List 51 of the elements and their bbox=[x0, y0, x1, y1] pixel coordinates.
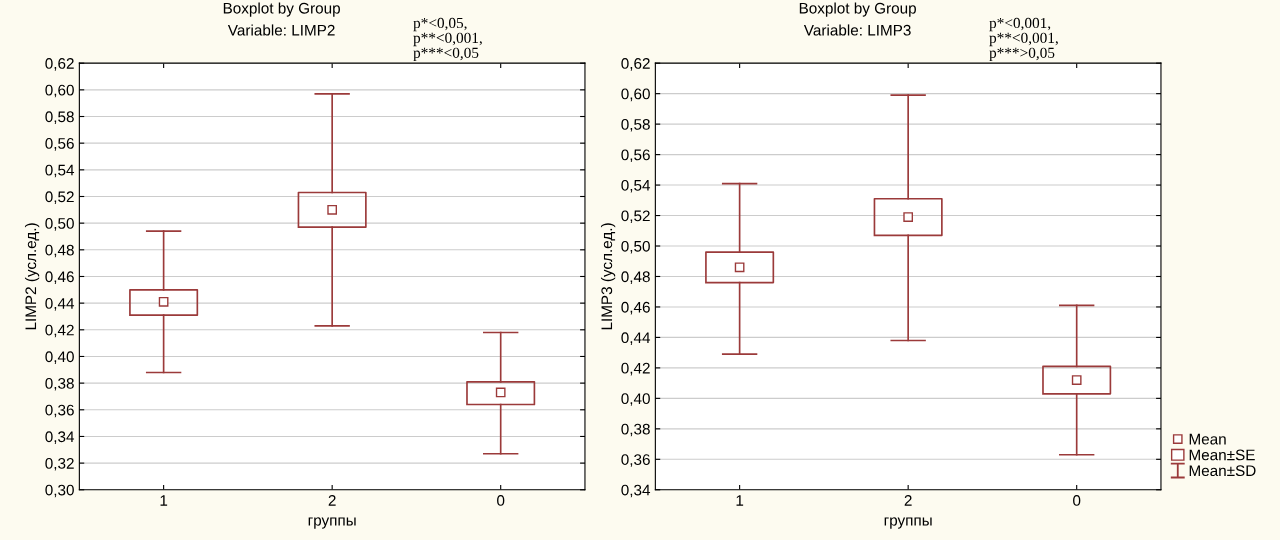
y-tick-label: 0,40 bbox=[621, 393, 650, 406]
y-tick-label: 0,46 bbox=[621, 301, 650, 315]
y-tick-label: 0,52 bbox=[45, 191, 74, 204]
x-tick-label: 0 bbox=[1073, 495, 1081, 506]
y-tick-label: 0,48 bbox=[621, 271, 650, 284]
text: p*<0,05, p**<0,001, p***<0,05 bbox=[413, 17, 482, 62]
y-tick-label: 0,50 bbox=[621, 240, 650, 254]
x-tick-label: 2 bbox=[328, 495, 336, 506]
y-tick-label: 0,34 bbox=[621, 484, 651, 498]
y-tick-label: 0,62 bbox=[621, 58, 650, 71]
y-tick-label: 0,44 bbox=[621, 332, 651, 345]
text: Mean±SE bbox=[1189, 449, 1255, 461]
y-tick-label: 0,36 bbox=[621, 454, 650, 467]
y-tick-label: 0,34 bbox=[45, 431, 75, 444]
chart-title: Boxplot by Group bbox=[799, 2, 916, 17]
chart-subtitle: Variable: LIMP3 bbox=[803, 24, 911, 36]
text: p*<0,001, p**<0,001, p***>0,05 bbox=[989, 17, 1058, 62]
y-tick-label: 0,42 bbox=[621, 362, 650, 376]
y-tick-label: 0,40 bbox=[45, 351, 74, 364]
y-tick-label: 0,32 bbox=[45, 457, 74, 471]
y-tick-label: 0,46 bbox=[45, 271, 74, 284]
y-tick-label: 0,38 bbox=[45, 378, 74, 391]
y-tick-label: 0,30 bbox=[45, 484, 74, 498]
x-tick-label: 2 bbox=[904, 495, 912, 506]
y-axis-title: LIMP3 (усл.ед.) bbox=[600, 223, 616, 330]
text: Mean±SD bbox=[1189, 465, 1256, 477]
y-tick-label: 0,36 bbox=[45, 404, 74, 418]
text: Mean bbox=[1189, 433, 1226, 445]
x-axis-title: группы bbox=[308, 517, 356, 529]
y-tick-label: 0,62 bbox=[45, 58, 74, 71]
x-tick-label: 1 bbox=[160, 495, 168, 506]
x-tick-label: 1 bbox=[736, 495, 744, 506]
y-tick-label: 0,60 bbox=[45, 84, 74, 98]
y-tick-label: 0,42 bbox=[45, 324, 74, 338]
chart-subtitle: Variable: LIMP2 bbox=[227, 24, 335, 36]
chart-title: Boxplot by Group bbox=[223, 2, 340, 17]
y-tick-label: 0,56 bbox=[45, 138, 74, 151]
y-tick-label: 0,38 bbox=[621, 423, 650, 437]
y-axis-title: LIMP2 (усл.ед.) bbox=[24, 223, 40, 330]
y-tick-label: 0,58 bbox=[45, 111, 74, 124]
y-tick-label: 0,50 bbox=[45, 218, 74, 231]
y-tick-label: 0,54 bbox=[621, 179, 651, 193]
y-tick-label: 0,54 bbox=[45, 164, 75, 178]
y-tick-label: 0,56 bbox=[621, 149, 650, 163]
x-tick-label: 0 bbox=[497, 495, 505, 506]
y-tick-label: 0,44 bbox=[45, 298, 75, 311]
y-tick-label: 0,52 bbox=[621, 210, 650, 224]
y-tick-label: 0,48 bbox=[45, 244, 74, 258]
y-tick-label: 0,58 bbox=[621, 118, 650, 132]
x-axis-title: группы bbox=[884, 517, 932, 529]
y-tick-label: 0,60 bbox=[621, 88, 650, 102]
